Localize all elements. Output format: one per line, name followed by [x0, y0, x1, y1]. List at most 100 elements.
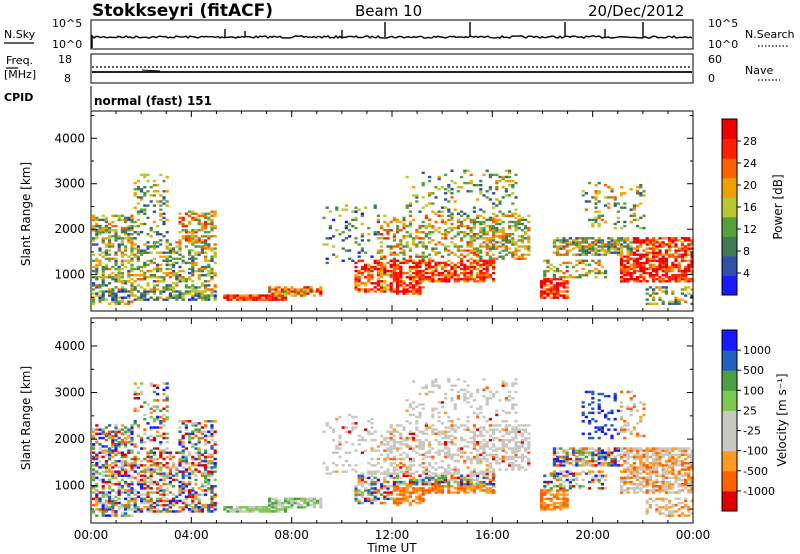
power-cell	[556, 253, 560, 256]
power-cell	[648, 302, 652, 305]
power-cell	[428, 280, 432, 283]
velocity-cell	[335, 451, 339, 454]
velocity-cell	[181, 499, 185, 503]
velocity-cell	[396, 482, 400, 486]
velocity-cell	[130, 466, 134, 469]
velocity-cell	[492, 430, 496, 433]
velocity-cell	[239, 510, 243, 513]
power-cell	[127, 290, 131, 293]
power-cell	[255, 296, 259, 299]
power-cell	[412, 284, 416, 287]
power-cell	[639, 186, 643, 189]
power-cell	[690, 259, 694, 262]
velocity-cell	[191, 501, 195, 505]
power-cell	[690, 280, 694, 283]
velocity-cell	[367, 482, 371, 486]
power-cell	[418, 288, 422, 291]
power-cell	[562, 241, 566, 244]
power-cell	[495, 245, 499, 248]
velocity-cell	[140, 480, 144, 484]
power-cell	[594, 271, 598, 275]
power-cell	[213, 261, 217, 265]
power-cell	[597, 192, 601, 195]
power-cell	[664, 251, 668, 254]
velocity-cell	[104, 503, 108, 507]
velocity-cell	[476, 413, 480, 417]
power-cell	[268, 298, 272, 301]
power-cell	[191, 257, 195, 260]
velocity-cell	[133, 459, 137, 463]
power-cell	[165, 175, 169, 179]
power-cell	[111, 292, 115, 295]
power-cell	[389, 259, 393, 262]
power-cell	[514, 212, 518, 215]
velocity-cell	[428, 443, 432, 446]
power-cell	[152, 280, 156, 283]
power-cell	[95, 278, 99, 281]
power-cell	[559, 239, 563, 242]
power-cell	[172, 271, 176, 275]
power-cell	[284, 288, 288, 291]
power-cell	[351, 224, 355, 228]
power-cell	[444, 233, 448, 236]
power-cell	[668, 243, 672, 246]
power-cell	[197, 294, 201, 297]
velocity-cell	[114, 432, 118, 436]
velocity-cell	[130, 491, 134, 494]
velocity-cell	[440, 436, 444, 440]
power-cell	[197, 253, 201, 256]
power-cell	[415, 235, 419, 238]
power-cell	[472, 278, 476, 281]
velocity-cell	[290, 503, 294, 507]
power-cell	[146, 276, 150, 279]
power-cell	[652, 241, 656, 244]
velocity-cell	[476, 415, 480, 419]
velocity-cell	[92, 436, 96, 440]
power-cell	[639, 261, 643, 265]
velocity-cell	[492, 489, 496, 492]
velocity-cell	[415, 445, 419, 448]
velocity-cell	[92, 430, 96, 433]
power-cell	[207, 298, 211, 301]
power-cell	[114, 278, 118, 281]
power-cell	[268, 296, 272, 299]
velocity-cell	[485, 453, 489, 457]
velocity-cell	[405, 436, 409, 440]
velocity-cell	[332, 428, 336, 431]
power-cell	[191, 280, 195, 283]
power-cell	[392, 269, 396, 273]
power-cell	[152, 261, 156, 265]
power-cell	[504, 249, 508, 252]
power-cell	[152, 290, 156, 293]
velocity-cell	[476, 428, 480, 431]
velocity-cell	[181, 436, 185, 440]
velocity-cell	[463, 487, 467, 490]
velocity-cell	[453, 468, 457, 471]
power-cell	[92, 282, 96, 285]
power-cell	[501, 186, 505, 189]
velocity-cell	[92, 478, 96, 482]
power-cell	[616, 241, 620, 244]
velocity-cell	[418, 403, 422, 406]
velocity-cell	[162, 495, 166, 498]
velocity-cell	[130, 449, 134, 452]
power-cell	[130, 278, 134, 281]
velocity-cell	[456, 394, 460, 398]
power-cell	[684, 245, 688, 248]
freq-unit-label: [MHz]	[4, 68, 36, 81]
power-cell	[143, 222, 147, 226]
power-cell	[527, 249, 531, 252]
power-cell	[204, 274, 208, 277]
power-cell	[543, 259, 547, 262]
power-cell	[204, 239, 208, 242]
velocity-cell	[482, 455, 486, 459]
power-cell	[127, 255, 131, 258]
velocity-cell	[405, 470, 409, 473]
freq-left-tick-top: 18	[58, 53, 72, 66]
velocity-cell	[130, 499, 134, 503]
power-cell	[172, 274, 176, 277]
velocity-cell	[127, 441, 131, 444]
velocity-cell	[124, 512, 128, 515]
power-cell	[98, 231, 102, 234]
velocity-cell	[191, 487, 195, 490]
